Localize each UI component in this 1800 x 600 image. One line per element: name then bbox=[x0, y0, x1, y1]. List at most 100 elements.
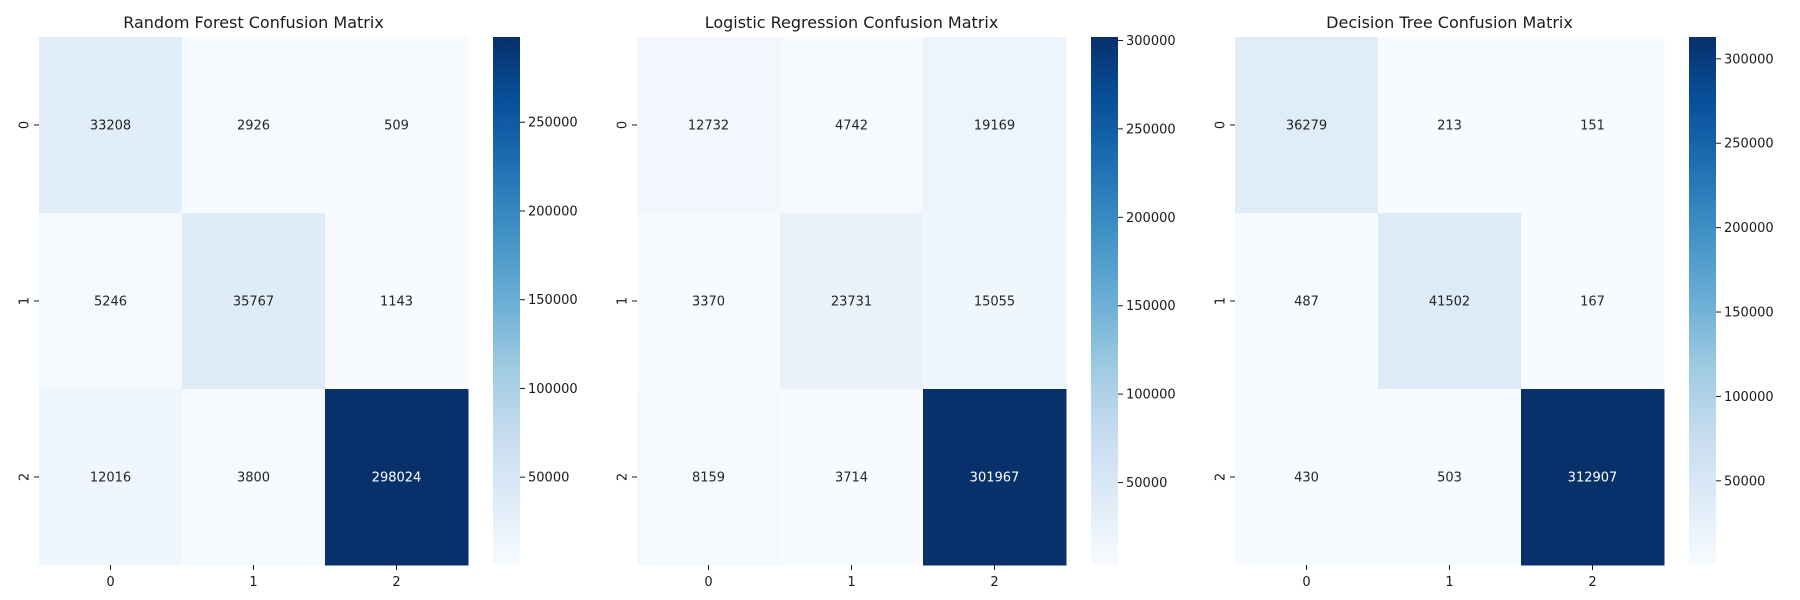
cell-value-label-1-2: 167 bbox=[1580, 295, 1605, 310]
colorbar-tick-label-4: 250000 bbox=[1724, 137, 1774, 152]
cell-value-label-1-0: 3370 bbox=[692, 295, 725, 310]
chart-title: Random Forest Confusion Matrix bbox=[123, 13, 384, 32]
heatmap-cell-1-1 bbox=[1378, 213, 1522, 390]
colorbar-tick-label-3: 200000 bbox=[528, 204, 578, 219]
cell-value-label-0-0: 12732 bbox=[688, 119, 729, 134]
y-tick-label-0: 0 bbox=[1214, 121, 1229, 129]
cell-value-label-1-0: 5246 bbox=[94, 295, 127, 310]
y-tick-label-0: 0 bbox=[18, 121, 33, 129]
colorbar-tick-label-3: 200000 bbox=[1724, 221, 1774, 236]
colorbar-tick-label-2: 150000 bbox=[1126, 299, 1176, 314]
cell-value-label-2-2: 312907 bbox=[1568, 471, 1618, 486]
colorbar-tick-label-0: 50000 bbox=[1126, 476, 1167, 491]
chart-title: Decision Tree Confusion Matrix bbox=[1326, 13, 1573, 32]
cell-value-label-0-2: 509 bbox=[384, 119, 409, 134]
heatmap-cell-1-2 bbox=[923, 213, 1067, 390]
colorbar bbox=[493, 37, 520, 565]
cell-value-label-1-2: 15055 bbox=[974, 295, 1015, 310]
colorbar-tick-label-4: 250000 bbox=[528, 116, 578, 131]
heatmap-cell-0-1 bbox=[182, 37, 326, 214]
y-tick-label-2: 2 bbox=[616, 473, 631, 481]
cell-value-label-0-0: 36279 bbox=[1286, 119, 1327, 134]
cell-value-label-2-1: 503 bbox=[1437, 471, 1462, 486]
y-tick-label-0: 0 bbox=[616, 121, 631, 129]
cell-value-label-0-1: 2926 bbox=[237, 119, 270, 134]
heatmap-panels: Random Forest Confusion Matrix 33208 2926 5… bbox=[18, 13, 1774, 590]
heatmap-cell-0-2 bbox=[325, 37, 469, 214]
heatmap-cell-2-0 bbox=[1235, 389, 1379, 566]
cell-value-label-2-2: 301967 bbox=[970, 471, 1020, 486]
colorbar bbox=[1091, 37, 1118, 565]
cell-value-label-1-0: 487 bbox=[1294, 295, 1319, 310]
colorbar-tick-label-5: 300000 bbox=[1724, 52, 1774, 67]
heatmap-cell-2-2 bbox=[1521, 389, 1665, 566]
heatmap-cell-2-1 bbox=[182, 389, 326, 566]
colorbar-tick-label-1: 100000 bbox=[1126, 388, 1176, 403]
heatmap-cell-2-2 bbox=[923, 389, 1067, 566]
heatmap-cell-2-0 bbox=[39, 389, 183, 566]
heatmap-cell-1-0 bbox=[1235, 213, 1379, 390]
cell-value-label-1-2: 1143 bbox=[380, 295, 413, 310]
heatmap-cell-2-1 bbox=[780, 389, 924, 566]
colorbar bbox=[1689, 37, 1716, 565]
x-tick-label-2: 2 bbox=[392, 575, 400, 590]
y-tick-label-2: 2 bbox=[18, 473, 33, 481]
cell-value-label-2-2: 298024 bbox=[372, 471, 422, 486]
x-tick-label-0: 0 bbox=[704, 575, 712, 590]
colorbar-tick-label-2: 150000 bbox=[1724, 306, 1774, 321]
heatmap-cell-2-1 bbox=[1378, 389, 1522, 566]
heatmap-cell-0-0 bbox=[39, 37, 183, 214]
colorbar-tick-label-1: 100000 bbox=[528, 382, 578, 397]
heatmap-cell-0-0 bbox=[1235, 37, 1379, 214]
colorbar-tick-label-1: 100000 bbox=[1724, 390, 1774, 405]
heatmap-cell-1-0 bbox=[637, 213, 781, 390]
cell-value-label-0-1: 213 bbox=[1437, 119, 1462, 134]
heatmap-cell-2-2 bbox=[325, 389, 469, 566]
cell-value-label-1-1: 41502 bbox=[1429, 295, 1470, 310]
colorbar-tick-label-5: 300000 bbox=[1126, 34, 1176, 49]
x-tick-label-2: 2 bbox=[1588, 575, 1596, 590]
heatmap-cell-0-1 bbox=[780, 37, 924, 214]
x-tick-label-0: 0 bbox=[1302, 575, 1310, 590]
heatmap-cell-0-0 bbox=[637, 37, 781, 214]
heatmap-cell-1-1 bbox=[182, 213, 326, 390]
y-tick-label-1: 1 bbox=[18, 297, 33, 305]
colorbar-tick-label-3: 200000 bbox=[1126, 211, 1176, 226]
x-tick-label-1: 1 bbox=[1445, 575, 1453, 590]
heatmap-cell-1-1 bbox=[780, 213, 924, 390]
cell-value-label-1-1: 23731 bbox=[831, 295, 872, 310]
colorbar-tick-label-4: 250000 bbox=[1126, 122, 1176, 137]
cell-value-label-2-0: 12016 bbox=[90, 471, 131, 486]
cell-value-label-0-0: 33208 bbox=[90, 119, 131, 134]
heatmap-cell-1-2 bbox=[325, 213, 469, 390]
cell-value-label-0-2: 151 bbox=[1580, 119, 1605, 134]
cell-value-label-0-1: 4742 bbox=[835, 119, 868, 134]
cell-value-label-1-1: 35767 bbox=[233, 295, 274, 310]
heatmap-cell-2-0 bbox=[637, 389, 781, 566]
x-tick-label-0: 0 bbox=[106, 575, 114, 590]
heatmap-cell-1-2 bbox=[1521, 213, 1665, 390]
cell-value-label-2-1: 3800 bbox=[237, 471, 270, 486]
cell-value-label-2-1: 3714 bbox=[835, 471, 868, 486]
heatmap-cell-0-1 bbox=[1378, 37, 1522, 214]
heatmap-cell-0-2 bbox=[923, 37, 1067, 214]
colorbar-tick-label-0: 50000 bbox=[528, 471, 569, 486]
x-tick-label-2: 2 bbox=[990, 575, 998, 590]
cell-value-label-2-0: 430 bbox=[1294, 471, 1319, 486]
colorbar-tick-label-2: 150000 bbox=[528, 293, 578, 308]
heatmap-panel-1: Logistic Regression Confusion Matrix 1273… bbox=[616, 13, 1176, 590]
x-tick-label-1: 1 bbox=[847, 575, 855, 590]
cell-value-label-0-2: 19169 bbox=[974, 119, 1015, 134]
y-tick-label-1: 1 bbox=[616, 297, 631, 305]
heatmap-cell-0-2 bbox=[1521, 37, 1665, 214]
colorbar-tick-label-0: 50000 bbox=[1724, 474, 1765, 489]
x-tick-label-1: 1 bbox=[249, 575, 257, 590]
chart-title: Logistic Regression Confusion Matrix bbox=[705, 13, 999, 32]
y-tick-label-1: 1 bbox=[1214, 297, 1229, 305]
y-tick-label-2: 2 bbox=[1214, 473, 1229, 481]
heatmap-panel-0: Random Forest Confusion Matrix 33208 2926 5… bbox=[18, 13, 578, 590]
heatmap-cell-1-0 bbox=[39, 213, 183, 390]
cell-value-label-2-0: 8159 bbox=[692, 471, 725, 486]
